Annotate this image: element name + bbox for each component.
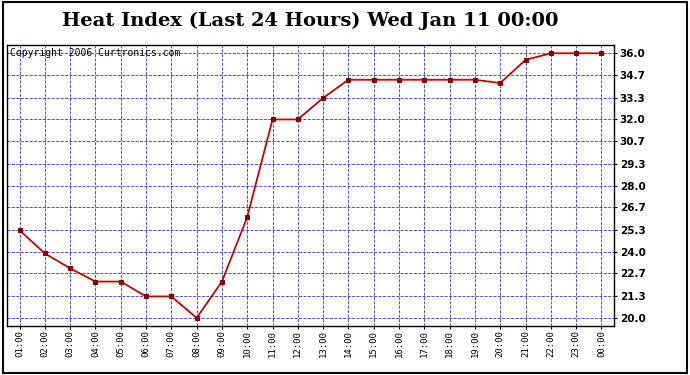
Text: Heat Index (Last 24 Hours) Wed Jan 11 00:00: Heat Index (Last 24 Hours) Wed Jan 11 00… [62, 11, 559, 30]
Text: Copyright 2006 Curtronics.com: Copyright 2006 Curtronics.com [10, 48, 180, 58]
